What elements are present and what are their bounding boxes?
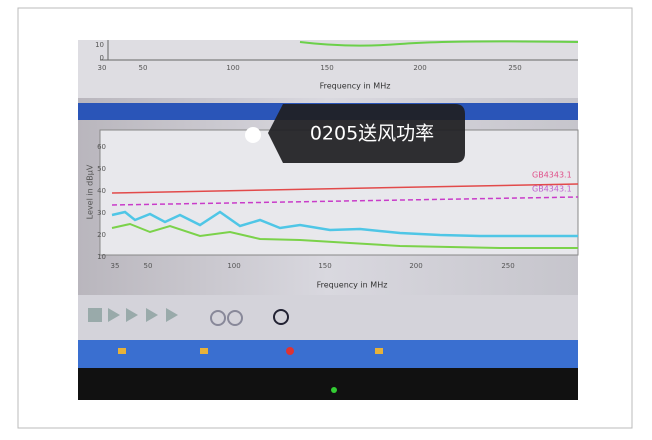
y-tick-label: 0 (100, 54, 104, 62)
x-tick-label: 200 (413, 64, 426, 72)
x-tick-label: 200 (409, 262, 422, 270)
y-tick-label: 20 (97, 231, 106, 239)
y-tick-label: 40 (97, 187, 106, 195)
touch-dot (245, 127, 261, 143)
y-tick-label: 30 (97, 209, 106, 217)
taskbar (78, 340, 578, 368)
legend-label: GB4343.1 (532, 185, 572, 194)
x-tick-label: 250 (508, 64, 521, 72)
x-tick-label: 250 (501, 262, 514, 270)
top-chart (78, 40, 578, 98)
x-axis-label: Frequency in MHz (320, 82, 391, 91)
toast-label: 0205送风功率 (310, 123, 434, 145)
x-tick-label: 100 (226, 64, 239, 72)
trace (111, 222, 578, 249)
x-tick-label: 30 (98, 64, 107, 72)
x-tick-label: 100 (227, 262, 240, 270)
x-axis-label: Frequency in MHz (317, 281, 388, 290)
y-tick-label: 10 (95, 41, 104, 49)
power-icon[interactable] (273, 309, 289, 325)
icon[interactable] (210, 310, 226, 326)
monitor-bezel (78, 368, 578, 400)
x-tick-label: 150 (320, 64, 333, 72)
taskbar-icons (118, 348, 383, 354)
icon[interactable] (227, 310, 243, 326)
power-led (331, 387, 337, 393)
y-tick-label: 50 (97, 165, 106, 173)
top-trace (299, 40, 579, 47)
x-tick-label: 50 (144, 262, 153, 270)
toolbar (78, 295, 578, 340)
limit-line (111, 183, 579, 194)
y-tick-label: 10 (97, 253, 106, 261)
toast (268, 104, 465, 163)
x-tick-label: 150 (318, 262, 331, 270)
x-tick-label: 50 (139, 64, 148, 72)
y-tick-label: 60 (97, 143, 106, 151)
y-axis-label: Level in dBµV (86, 164, 95, 219)
legend-label: GB4343.1 (532, 171, 572, 180)
toolbar-icons (88, 308, 178, 322)
x-tick-label: 35 (111, 262, 120, 270)
trace (111, 210, 578, 238)
taskbar-icon (286, 347, 294, 355)
limit-line (111, 196, 579, 206)
